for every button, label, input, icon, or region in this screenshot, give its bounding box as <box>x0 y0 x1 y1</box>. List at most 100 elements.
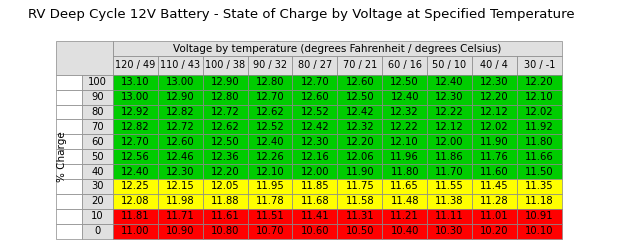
Text: 12.08: 12.08 <box>121 196 150 206</box>
Bar <box>382 134 427 149</box>
Text: 11.41: 11.41 <box>301 211 329 221</box>
Bar <box>56 119 82 134</box>
Bar <box>292 56 337 75</box>
Bar <box>82 194 113 209</box>
Bar <box>337 119 382 134</box>
Bar <box>203 119 248 134</box>
Bar <box>517 119 562 134</box>
Text: 12.06: 12.06 <box>346 152 374 162</box>
Text: 12.62: 12.62 <box>211 122 239 132</box>
Text: 11.90: 11.90 <box>346 167 374 177</box>
Text: 12.00: 12.00 <box>301 167 329 177</box>
Bar <box>158 149 203 164</box>
Text: 11.61: 11.61 <box>211 211 239 221</box>
Bar <box>56 224 82 239</box>
Bar <box>517 149 562 164</box>
Text: 12.72: 12.72 <box>166 122 195 132</box>
Text: 11.98: 11.98 <box>166 196 195 206</box>
Text: 12.22: 12.22 <box>390 122 419 132</box>
Bar <box>113 56 158 75</box>
Text: 11.66: 11.66 <box>525 152 554 162</box>
Text: 12.70: 12.70 <box>301 77 329 87</box>
Text: 12.90: 12.90 <box>166 92 195 102</box>
Bar <box>427 90 472 105</box>
Text: 12.46: 12.46 <box>166 152 195 162</box>
Text: 11.75: 11.75 <box>346 181 374 191</box>
Text: 12.32: 12.32 <box>346 122 374 132</box>
Text: 20: 20 <box>91 196 104 206</box>
Text: 12.50: 12.50 <box>390 77 419 87</box>
Bar <box>382 179 427 194</box>
Text: 11.86: 11.86 <box>435 152 464 162</box>
Bar <box>472 209 517 224</box>
Bar <box>427 134 472 149</box>
Bar <box>292 194 337 209</box>
Bar <box>248 105 292 119</box>
Bar <box>203 194 248 209</box>
Bar <box>56 134 82 149</box>
Bar <box>517 179 562 194</box>
Text: Voltage by temperature (degrees Fahrenheit / degrees Celsius): Voltage by temperature (degrees Fahrenhe… <box>173 44 502 54</box>
Text: 12.40: 12.40 <box>435 77 464 87</box>
Text: 100: 100 <box>88 77 107 87</box>
Text: 12.10: 12.10 <box>390 137 419 147</box>
Text: 12.30: 12.30 <box>166 167 195 177</box>
Bar <box>292 179 337 194</box>
Text: 12.40: 12.40 <box>121 167 150 177</box>
Bar <box>82 105 113 119</box>
Bar <box>113 164 158 179</box>
Bar <box>472 149 517 164</box>
Text: 11.60: 11.60 <box>480 167 509 177</box>
Text: 12.22: 12.22 <box>435 107 464 117</box>
Text: 12.56: 12.56 <box>121 152 150 162</box>
Bar <box>382 164 427 179</box>
Text: 0: 0 <box>94 226 100 236</box>
Bar <box>113 41 562 56</box>
Text: 11.01: 11.01 <box>480 211 509 221</box>
Bar <box>158 179 203 194</box>
Bar <box>113 209 158 224</box>
Bar <box>427 75 472 90</box>
Text: 90: 90 <box>91 92 104 102</box>
Bar <box>427 179 472 194</box>
Bar <box>158 194 203 209</box>
Text: 11.21: 11.21 <box>390 211 419 221</box>
Text: 12.90: 12.90 <box>211 77 239 87</box>
Bar <box>203 56 248 75</box>
Text: 10.10: 10.10 <box>525 226 554 236</box>
Bar <box>292 149 337 164</box>
Text: 12.82: 12.82 <box>121 122 150 132</box>
Bar <box>82 224 113 239</box>
Bar <box>82 119 113 134</box>
Text: 12.70: 12.70 <box>256 92 284 102</box>
Text: 11.81: 11.81 <box>121 211 150 221</box>
Text: 13.00: 13.00 <box>121 92 150 102</box>
Text: 12.52: 12.52 <box>301 107 329 117</box>
Text: 10.60: 10.60 <box>301 226 329 236</box>
Text: 11.45: 11.45 <box>480 181 509 191</box>
Text: 12.70: 12.70 <box>121 137 150 147</box>
Bar <box>56 179 82 194</box>
Text: 12.80: 12.80 <box>256 77 284 87</box>
Bar <box>56 194 82 209</box>
Text: 110 / 43: 110 / 43 <box>160 60 200 70</box>
Bar <box>472 90 517 105</box>
Text: 12.02: 12.02 <box>525 107 554 117</box>
Bar <box>337 179 382 194</box>
Bar <box>472 56 517 75</box>
Text: 10: 10 <box>91 211 104 221</box>
Text: 100 / 38: 100 / 38 <box>205 60 245 70</box>
Bar <box>382 224 427 239</box>
Bar <box>158 119 203 134</box>
Text: 11.78: 11.78 <box>256 196 284 206</box>
Text: 12.42: 12.42 <box>346 107 374 117</box>
Bar <box>248 134 292 149</box>
Bar <box>248 56 292 75</box>
Text: 11.88: 11.88 <box>211 196 239 206</box>
Bar <box>82 149 113 164</box>
Text: 12.10: 12.10 <box>256 167 284 177</box>
Text: 11.11: 11.11 <box>435 211 464 221</box>
Bar <box>292 105 337 119</box>
Text: 11.65: 11.65 <box>390 181 419 191</box>
Bar <box>427 194 472 209</box>
